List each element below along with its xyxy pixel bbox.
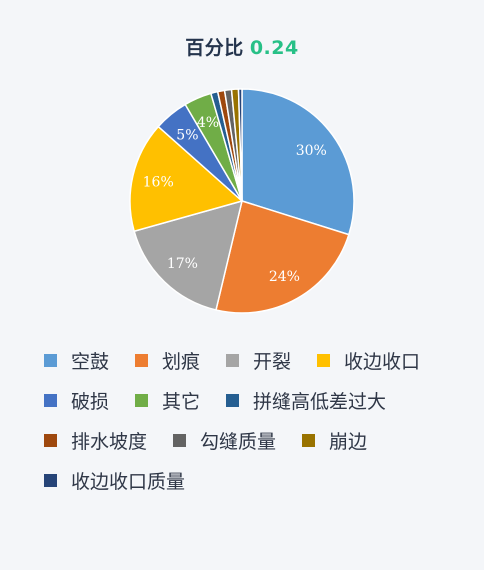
pie-slice[interactable] [215,200,350,314]
legend-swatch [226,353,240,367]
legend-swatch [302,433,316,447]
chart-title: 百分比 0.24 [0,33,484,60]
legend-swatch [226,393,240,407]
legend-label: 勾缝质量 [200,430,277,453]
legend-swatch [173,433,187,447]
legend-item[interactable]: 收边收口质量 [44,467,185,494]
legend-swatch [317,353,331,367]
pie-slice[interactable] [129,125,244,233]
legend-item[interactable]: 划痕 [135,347,200,374]
legend-row: 破损 其它 拼缝高低差过大 [44,380,474,420]
slice-data-label: 24% [269,269,300,285]
legend-item[interactable]: 勾缝质量 [173,427,276,454]
chart-title-text: 百分比 [185,37,244,59]
legend-item[interactable]: 开裂 [226,347,291,374]
chart-title-value: 0.24 [249,37,299,59]
legend-item[interactable]: 排水坡度 [44,427,147,454]
legend-label: 空鼓 [71,350,110,373]
slice-data-label: 4% [197,115,219,131]
legend-item[interactable]: 拼缝高低差过大 [226,387,386,414]
legend-label: 收边收口 [344,350,421,373]
legend-item[interactable]: 空鼓 [44,347,109,374]
slice-data-label: 5% [176,128,198,144]
legend-swatch [44,433,57,447]
legend-swatch [135,353,149,367]
pie-slice[interactable] [133,199,244,311]
legend-row: 收边收口质量 [44,460,474,500]
legend-item[interactable]: 其它 [135,387,200,414]
legend-label: 其它 [162,390,201,413]
legend-item[interactable]: 收边收口 [317,347,420,374]
pie-slice[interactable] [237,88,243,202]
legend-swatch [44,473,57,487]
legend-label: 开裂 [253,350,292,373]
slice-data-label: 17% [167,256,198,272]
legend-item[interactable]: 破损 [44,387,109,414]
legend-row: 空鼓 划痕 开裂 收边收口 [44,340,474,380]
slice-data-label: 30% [296,143,327,159]
legend-label: 破损 [71,390,110,413]
legend-label: 拼缝高低差过大 [253,390,387,413]
pie-slice[interactable] [241,88,355,236]
legend-swatch [135,393,149,407]
legend-label: 崩边 [329,430,368,453]
legend-label: 收边收口质量 [71,470,186,493]
legend-row: 排水坡度 勾缝质量 崩边 [44,420,474,460]
chart-legend: 空鼓 划痕 开裂 收边收口破损 其它 拼缝高低差过大排水坡度 勾缝质量 崩边收边收口质量 [44,340,474,500]
slice-data-label: 16% [143,175,174,191]
legend-item[interactable]: 崩边 [302,427,367,454]
legend-label: 排水坡度 [71,430,148,453]
legend-swatch [44,353,57,367]
pie-chart: 30% 24% 17% 16% 5%4% [129,88,355,314]
legend-label: 划痕 [162,350,201,373]
legend-swatch [44,393,57,407]
